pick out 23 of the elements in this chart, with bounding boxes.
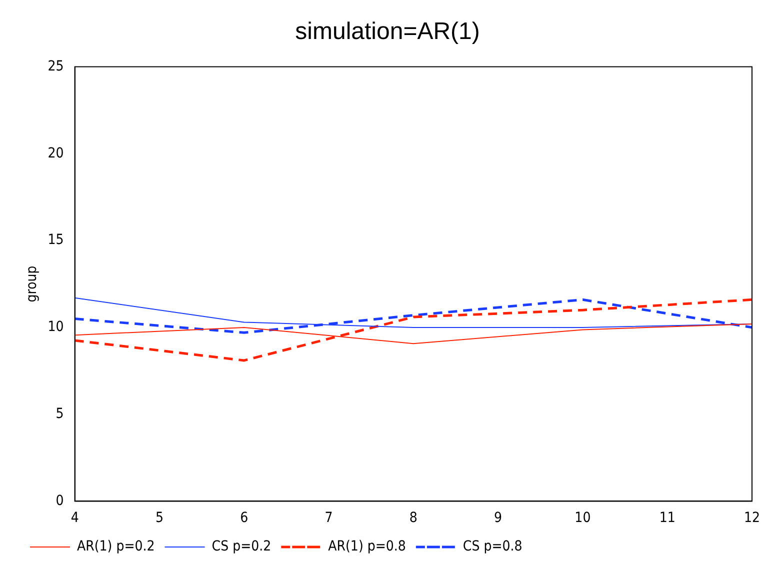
x-tick-label: 12 bbox=[744, 510, 760, 526]
y-axis-title: group bbox=[24, 266, 40, 302]
chart-title: simulation=AR(1) bbox=[295, 18, 480, 46]
legend-label: CS p=0.8 bbox=[462, 538, 522, 555]
y-tick-label: 5 bbox=[56, 406, 64, 422]
x-tick-label: 4 bbox=[70, 510, 79, 526]
line-series bbox=[74, 298, 752, 362]
x-tick-label: 9 bbox=[494, 510, 502, 526]
x-tick-label: 5 bbox=[155, 510, 164, 526]
y-tick-label: 0 bbox=[56, 492, 64, 509]
x-tick-label: 7 bbox=[324, 510, 333, 526]
legend-label: AR(1) p=0.2 bbox=[77, 538, 155, 555]
line-series bbox=[74, 298, 752, 334]
legend-label: AR(1) p=0.8 bbox=[328, 538, 406, 555]
x-tick-label: 10 bbox=[574, 510, 591, 526]
legend-label: CS p=0.2 bbox=[212, 538, 272, 555]
x-tick-label: 8 bbox=[409, 510, 418, 526]
y-tick-label: 20 bbox=[48, 145, 64, 162]
y-tick-label: 15 bbox=[48, 232, 64, 248]
y-tick-label: 25 bbox=[48, 58, 64, 74]
x-tick-label: 6 bbox=[240, 510, 248, 526]
x-tick-label: 11 bbox=[659, 510, 676, 526]
y-tick-label: 10 bbox=[48, 319, 64, 336]
